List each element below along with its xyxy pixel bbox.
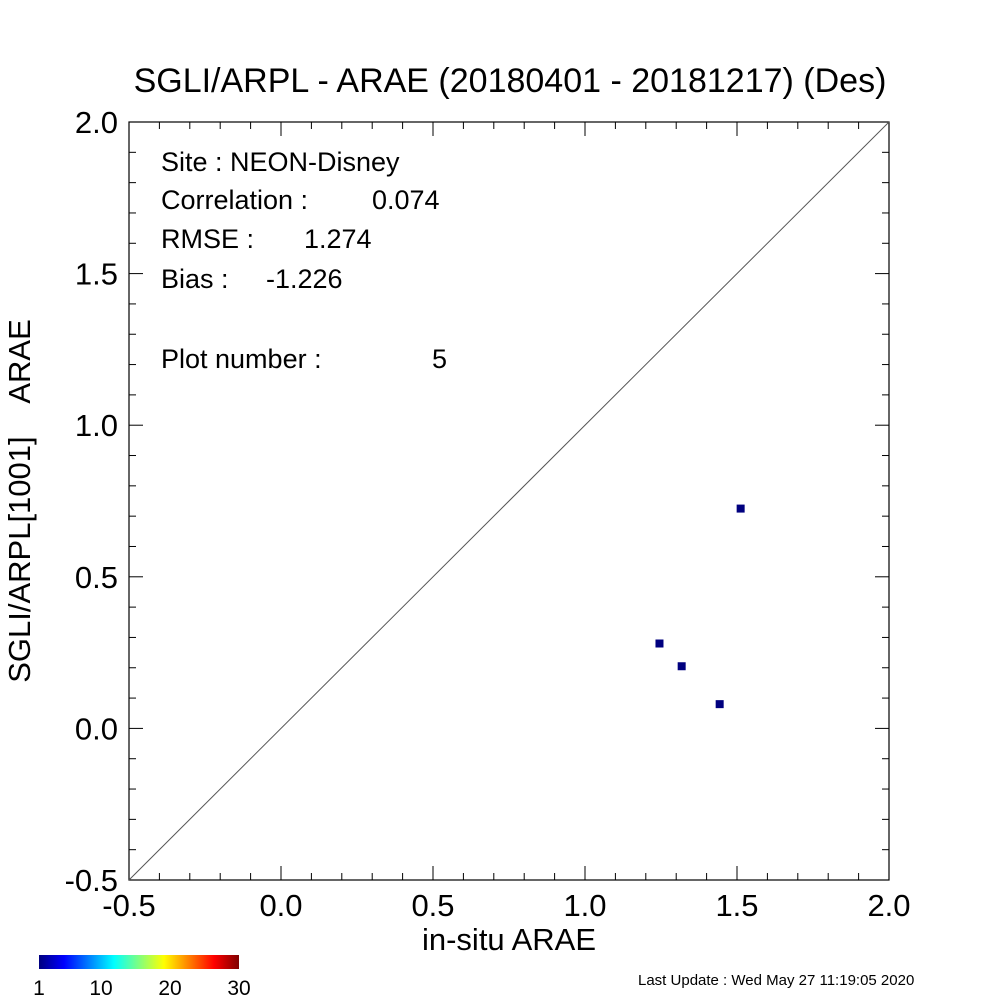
stats-rmse-label: RMSE : — [161, 224, 254, 254]
x-axis-label: in-situ ARAE — [422, 922, 596, 957]
y-tick-label: 2.0 — [75, 105, 118, 140]
colorbar-tick-label: 1 — [33, 977, 45, 1000]
stats-site: Site : NEON-Disney — [161, 147, 400, 177]
stats-bias-value: -1.226 — [266, 264, 343, 294]
colorbar-tick-label: 20 — [158, 977, 181, 1000]
colorbar: 1 10 20 30 — [33, 955, 251, 1000]
x-tick-label: 1.5 — [715, 888, 758, 923]
colorbar-gradient — [39, 955, 239, 969]
y-tick-label: 1.5 — [75, 257, 118, 292]
x-tick-label: 2.0 — [867, 888, 910, 923]
one-to-one-line — [128, 121, 890, 881]
plot-frame — [128, 121, 890, 881]
data-points — [655, 504, 745, 709]
stats-rmse-value: 1.274 — [304, 224, 372, 254]
colorbar-ticks: 1 10 20 30 — [33, 977, 251, 1000]
data-point — [715, 700, 724, 709]
x-tick-labels: -0.5 0.0 0.5 1.0 1.5 2.0 — [102, 888, 910, 923]
y-tick-label: -0.5 — [65, 863, 118, 898]
y-tick-label: 0.5 — [75, 560, 118, 595]
y-tick-label: 0.0 — [75, 711, 118, 746]
data-point — [655, 639, 664, 648]
x-tick-label: -0.5 — [102, 888, 155, 923]
x-tick-label: 1.0 — [563, 888, 606, 923]
colorbar-tick-label: 30 — [227, 977, 250, 1000]
data-point — [736, 504, 745, 513]
minor-ticks — [129, 122, 889, 880]
major-ticks — [128, 121, 890, 881]
y-tick-label: 1.0 — [75, 408, 118, 443]
last-update-text: Last Update : Wed May 27 11:19:05 2020 — [638, 972, 914, 989]
stats-correlation-label: Correlation : — [161, 185, 308, 215]
colorbar-tick-label: 10 — [89, 977, 112, 1000]
x-tick-label: 0.0 — [259, 888, 302, 923]
y-tick-labels: -0.5 0.0 0.5 1.0 1.5 2.0 — [65, 105, 118, 898]
stats-plot-number-label: Plot number : — [161, 344, 322, 374]
stats-correlation-value: 0.074 — [372, 185, 440, 215]
stats-plot-number-value: 5 — [432, 344, 447, 374]
stats-block: Site : NEON-Disney Correlation : 0.074 R… — [161, 147, 447, 374]
chart-title: SGLI/ARPL - ARAE (20180401 - 20181217) (… — [134, 62, 887, 100]
stats-bias-label: Bias : — [161, 264, 229, 294]
x-tick-label: 0.5 — [411, 888, 454, 923]
y-axis-label: SGLI/ARPL[1001] ARAE — [2, 319, 37, 683]
data-point — [677, 662, 686, 671]
